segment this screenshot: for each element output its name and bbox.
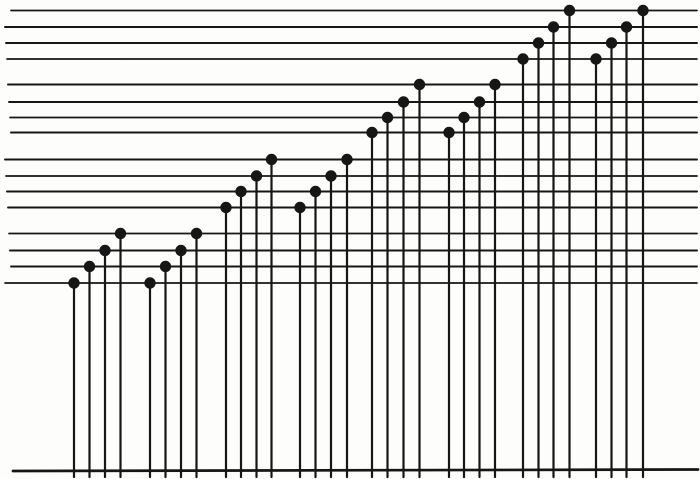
dot-3 <box>99 244 111 257</box>
dot-18 <box>381 111 394 124</box>
dot-31 <box>620 21 633 33</box>
dot-8 <box>190 227 203 240</box>
vertical-stems <box>72 9 645 479</box>
baseline-axis <box>11 468 700 473</box>
dot-23 <box>473 96 486 108</box>
dot-32 <box>637 4 649 17</box>
dot-5 <box>144 277 156 289</box>
dot-15 <box>325 170 337 182</box>
dot-1 <box>68 277 80 289</box>
dot-10 <box>235 185 247 198</box>
dot-19 <box>397 96 410 108</box>
dot-30 <box>605 37 618 49</box>
dot-6 <box>159 260 172 273</box>
dot-20 <box>413 78 426 91</box>
dot-29 <box>590 53 602 65</box>
dot-4 <box>114 227 127 240</box>
dot-16 <box>341 153 353 166</box>
dot-26 <box>532 37 545 49</box>
dot-24 <box>489 78 501 91</box>
dot-11 <box>250 170 263 182</box>
horizontal-gridlines <box>3 9 699 284</box>
dot-28 <box>563 4 576 17</box>
dot-7 <box>175 244 187 257</box>
dot-2 <box>83 260 96 273</box>
data-point-dots <box>68 4 649 289</box>
dot-27 <box>547 21 560 33</box>
dot-25 <box>517 53 529 65</box>
dot-21 <box>443 126 455 139</box>
dot-17 <box>366 126 378 139</box>
dot-9 <box>220 201 232 214</box>
dot-14 <box>309 185 322 198</box>
dot-22 <box>458 111 470 124</box>
dot-12 <box>265 153 278 166</box>
dot-13 <box>294 201 306 214</box>
